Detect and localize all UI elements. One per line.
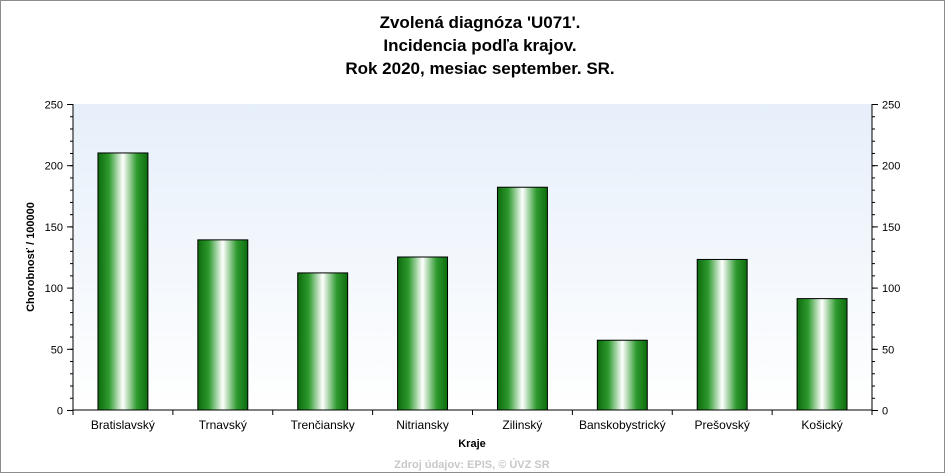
bar-1 <box>97 152 149 411</box>
y-tick-label: 200 <box>45 161 63 173</box>
plot-area <box>73 104 872 410</box>
bar-4 <box>397 256 449 411</box>
y-tick-label-right: 100 <box>882 283 900 295</box>
y-tick-label: 0 <box>57 406 63 418</box>
y-axis-title: Chorobnosť / 100000 <box>25 202 37 312</box>
x-tick-label: Trenčiansky <box>291 418 355 432</box>
bar-6 <box>596 339 648 411</box>
y-tick-label: 100 <box>45 283 63 295</box>
y-tick-label: 50 <box>51 344 63 356</box>
y-tick-label-right: 50 <box>882 344 894 356</box>
bars <box>97 152 848 411</box>
y-tick-label-right: 0 <box>882 406 888 418</box>
x-tick-label: Trnavský <box>199 418 247 432</box>
y-tick-label-right: 200 <box>882 161 900 173</box>
x-axis-title: Kraje <box>458 438 486 450</box>
y-tick-label-right: 150 <box>882 222 900 234</box>
y-tick-label: 150 <box>45 222 63 234</box>
x-tick-label: Prešovský <box>695 418 750 432</box>
source-note: Zdroj údajov: EPIS, © ÚVZ SR <box>394 458 549 471</box>
x-tick-label: Zilinský <box>502 418 542 432</box>
x-tick-label: Banskobystrický <box>579 418 666 432</box>
chart-title-line-2: Incidencia podľa krajov. <box>383 36 576 55</box>
y-ticks-right: 0 50 100 150 200 250 <box>872 100 900 418</box>
chart-title-line-1: Zvolená diagnóza 'U071'. <box>380 13 581 32</box>
x-tick-label: Nitriansky <box>396 418 449 432</box>
x-tick-label: Bratislavský <box>91 418 155 432</box>
x-tick-labels: Bratislavský Trnavský Trenčiansky Nitriansk… <box>72 410 873 432</box>
bar-5 <box>496 186 548 411</box>
y-tick-label: 250 <box>45 100 63 112</box>
bar-3 <box>297 272 349 411</box>
x-tick-label: Košický <box>801 418 842 432</box>
y-tick-label-right: 250 <box>882 100 900 112</box>
bar-8 <box>796 298 848 411</box>
chart-title-line-3: Rok 2020, mesiac september. SR. <box>345 59 614 78</box>
bar-2 <box>197 239 249 411</box>
bar-7 <box>696 258 748 411</box>
y-ticks-left: 0 50 100 150 200 250 <box>45 100 73 418</box>
